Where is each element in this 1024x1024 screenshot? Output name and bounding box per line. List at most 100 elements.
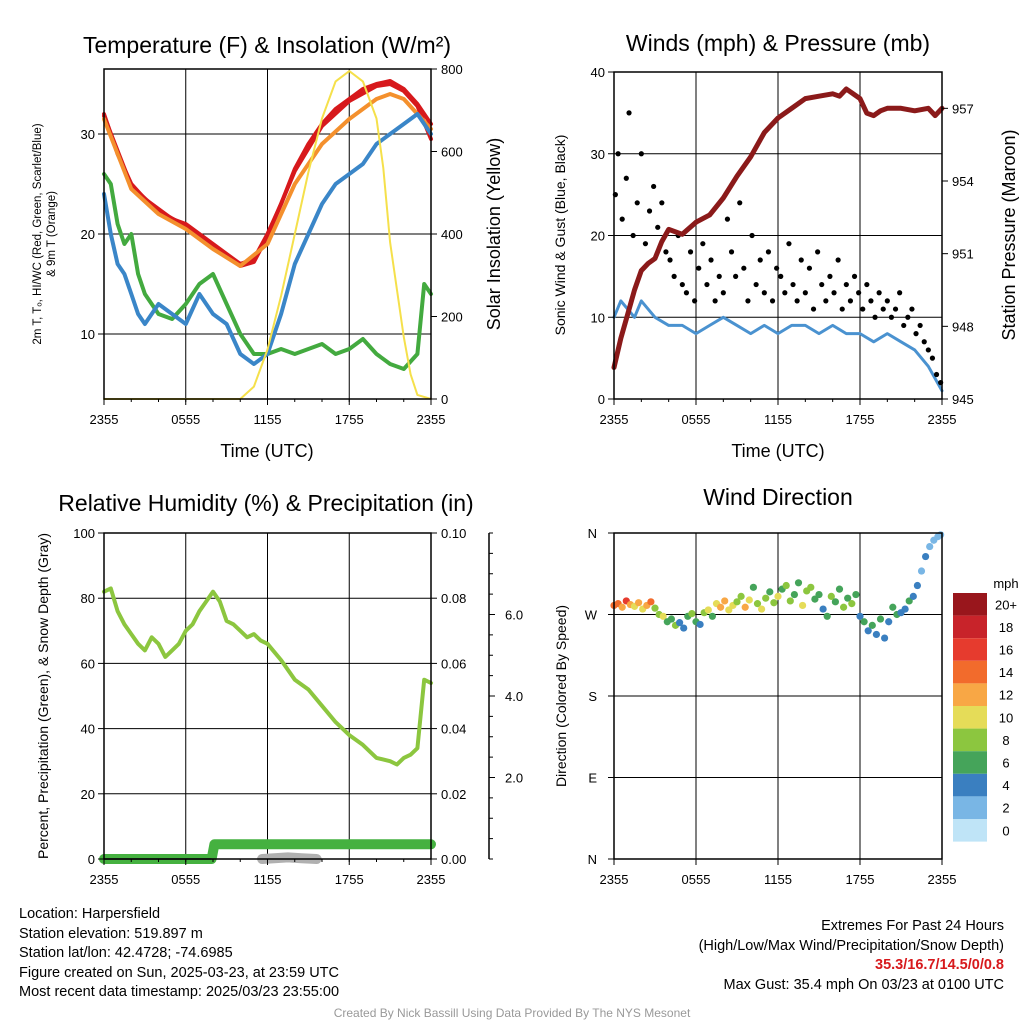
y-right-tick-label-800: 800	[441, 62, 463, 77]
y-left-tick-label-30: 30	[591, 147, 605, 162]
temperature-ylabel-right: Solar Insolation (Yellow)	[484, 138, 504, 330]
colorbar-label-16: 16	[999, 643, 1013, 658]
gust-point	[810, 306, 817, 312]
gust-point	[917, 322, 923, 329]
series-station-pressure	[611, 86, 945, 370]
x-tick-label-1755: 1755	[335, 412, 364, 427]
colorbar-swatch-8	[953, 728, 987, 752]
colorbar-label-4: 4	[1002, 778, 1009, 793]
series-wind-chill	[102, 112, 433, 366]
direction-point	[741, 603, 749, 611]
gust-point	[745, 298, 751, 304]
gust-point	[790, 281, 796, 288]
direction-point	[696, 620, 704, 629]
y-right-tick-label-945: 945	[952, 392, 974, 407]
direction-panel: Wind Direction 2355 0555 1155 1755 2355NESWN…	[553, 484, 1019, 887]
y-right-tick-label-0.02: 0.02	[441, 787, 466, 802]
x-tick-label-0555: 0555	[171, 412, 200, 427]
gust-point	[765, 249, 772, 255]
direction-point	[635, 599, 643, 607]
gust-point	[827, 273, 833, 279]
direction-point	[745, 596, 753, 604]
gust-point	[798, 257, 804, 263]
colorbar-swatch-18	[953, 615, 987, 639]
y-right-tick-label-0.04: 0.04	[441, 722, 466, 737]
series-sonic-wind	[612, 299, 944, 393]
series-9m-t	[102, 92, 433, 268]
gust-point	[851, 273, 858, 279]
gust-point	[651, 183, 657, 190]
direction-point	[885, 618, 893, 626]
direction-point	[688, 609, 696, 618]
direction-point	[659, 612, 667, 620]
direction-point	[733, 598, 741, 606]
gust-point	[913, 331, 919, 337]
gust-point	[728, 249, 735, 255]
gust-point	[769, 298, 776, 304]
temperature-ylabel-left-2: & 9m T (Orange)	[46, 191, 58, 277]
direction-point	[917, 567, 926, 575]
gust-point	[704, 281, 710, 288]
gust-point	[696, 265, 702, 271]
humidity-title: Relative Humidity (%) & Precipitation (i…	[58, 490, 473, 516]
y-left-tick-label-60: 60	[81, 656, 95, 671]
direction-point	[717, 603, 725, 611]
direction-point	[889, 603, 897, 611]
latest-timestamp: Most recent data timestamp: 2025/03/23 2…	[19, 984, 340, 1000]
x-tick-label-1155: 1155	[764, 872, 792, 887]
direction-point	[856, 612, 864, 620]
gust-point	[683, 290, 690, 296]
direction-point	[758, 605, 766, 613]
direction-point	[749, 583, 758, 591]
gust-point	[619, 216, 625, 222]
direction-ylabel-left: Direction (Colored By Speed)	[553, 605, 569, 787]
gust-point	[634, 200, 640, 206]
y-right-tick-label-0: 0	[441, 392, 448, 407]
winds-panel: Winds (mph) & Pressure (mb) 2355 0555 1155…	[552, 30, 1019, 461]
direction-point	[762, 594, 770, 602]
colorbar-label-6: 6	[1002, 756, 1009, 771]
colorbar-swatch-6	[953, 751, 987, 774]
gust-point	[642, 241, 649, 247]
y-right-tick-label-0.1: 0.10	[441, 526, 466, 541]
x-tick-label-2355: 2355	[417, 872, 446, 887]
y-right-tick-label-957: 957	[952, 101, 974, 116]
colorbar-label-20: 20+	[995, 597, 1017, 612]
gust-point	[835, 257, 841, 263]
direction-title: Wind Direction	[703, 484, 853, 510]
y-tick-label-E: E	[588, 771, 597, 786]
direction-point	[901, 605, 909, 613]
direction-point	[704, 606, 712, 614]
gust-point	[761, 290, 767, 296]
y-right-tick-label-400: 400	[441, 227, 463, 242]
gust-point	[733, 273, 739, 279]
max-gust: Max Gust: 35.4 mph On 03/23 at 0100 UTC	[723, 976, 1004, 993]
x-tick-label-2355: 2355	[928, 412, 957, 427]
y-right-tick-label-0.06: 0.06	[441, 656, 466, 671]
gust-point	[921, 339, 927, 345]
temperature-title: Temperature (F) & Insolation (W/m²)	[83, 32, 451, 58]
direction-point	[827, 592, 835, 600]
gust-point	[630, 232, 636, 239]
direction-point	[766, 588, 774, 596]
x-tick-label-0555: 0555	[171, 872, 200, 887]
extremes-subheading: (High/Low/Max Wind/Precipitation/Snow De…	[698, 937, 1004, 954]
y-tick-label-N: N	[588, 852, 597, 867]
gust-point	[872, 314, 878, 320]
direction-point	[782, 581, 790, 590]
x-tick-label-2355: 2355	[928, 872, 957, 887]
gust-point	[823, 298, 829, 304]
gust-point	[786, 241, 792, 247]
station-location: Location: Harpersfield	[19, 906, 161, 922]
snow-tick-label-4: 4.0	[505, 689, 523, 704]
gust-point	[774, 265, 780, 271]
gust-point	[646, 208, 653, 214]
x-tick-label-2355: 2355	[600, 872, 629, 887]
credit-line: Created By Nick Bassill Using Data Provi…	[333, 1006, 691, 1020]
colorbar-title: mph	[993, 576, 1018, 591]
gust-point	[757, 257, 763, 263]
series-t	[102, 172, 433, 371]
station-elevation: Station elevation: 519.897 m	[19, 925, 203, 942]
x-tick-label-1755: 1755	[335, 872, 364, 887]
